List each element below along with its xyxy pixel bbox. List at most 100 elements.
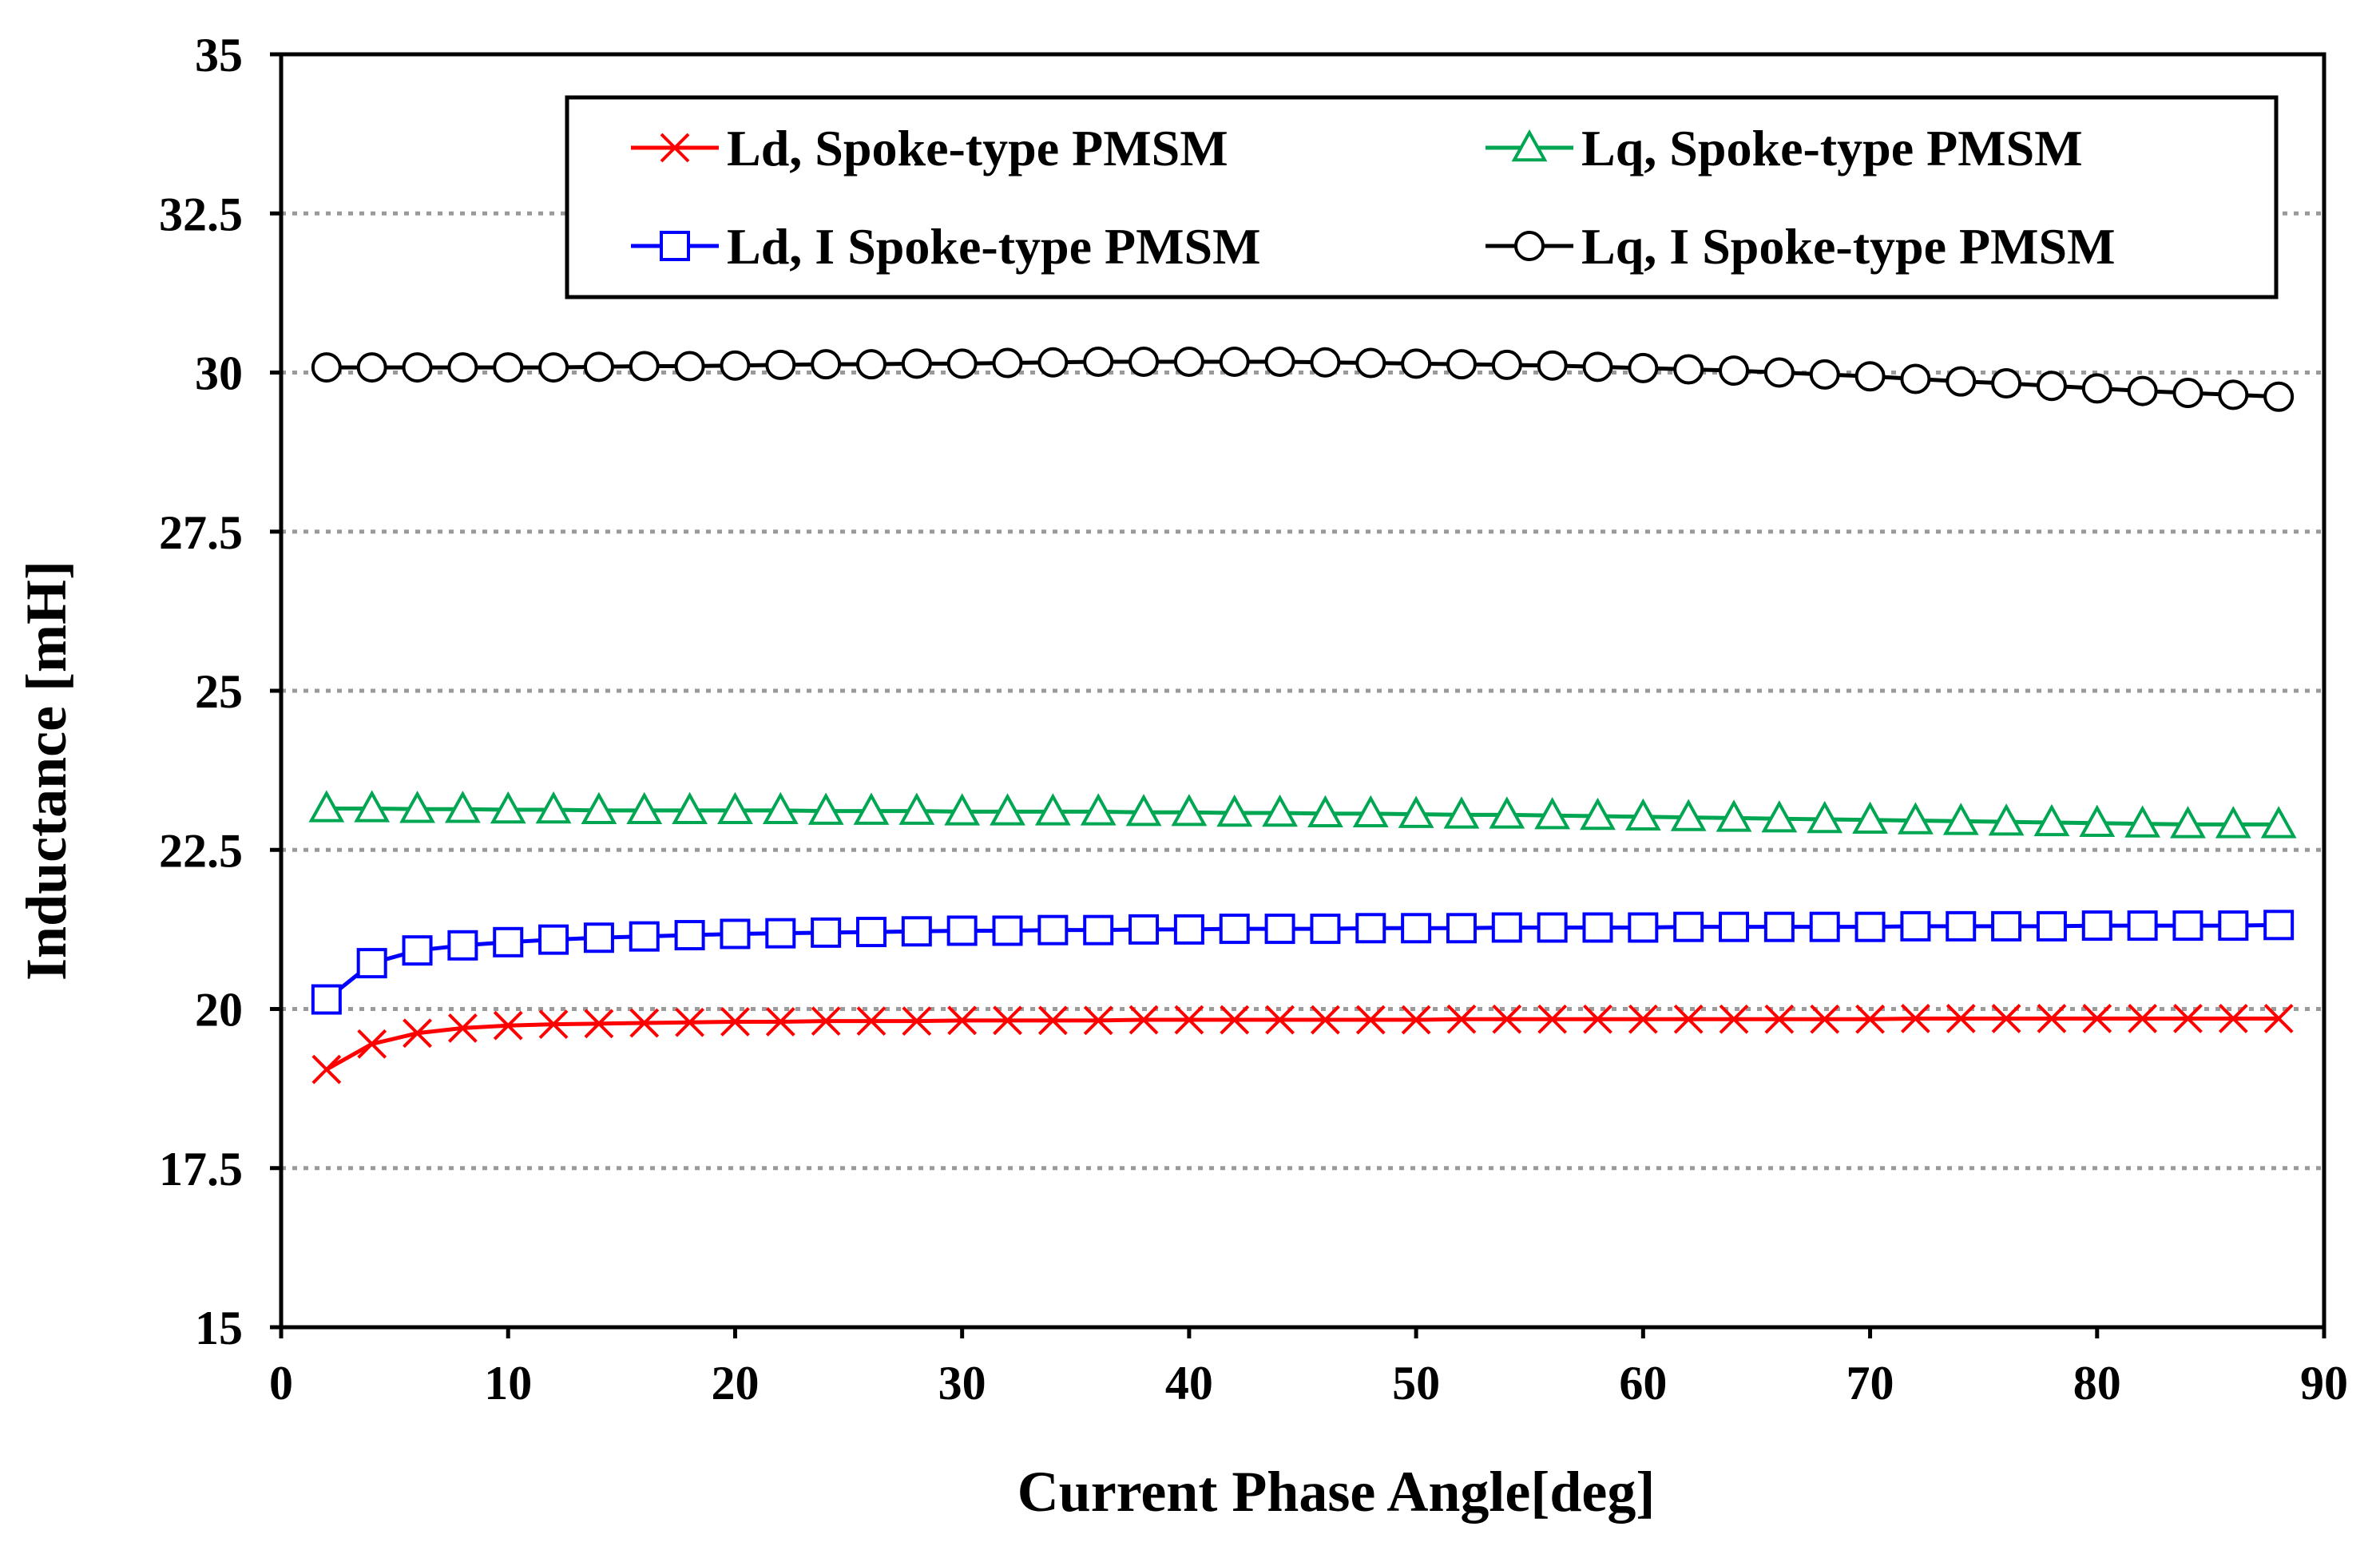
data-point — [538, 924, 569, 955]
data-point — [1719, 355, 1750, 387]
data-point — [946, 348, 978, 379]
data-point — [2218, 1004, 2248, 1033]
data-point — [1809, 911, 1840, 942]
legend-item: Ld, I Spoke-type PMSM — [631, 218, 1261, 275]
data-point — [493, 1010, 523, 1041]
data-point — [2082, 1004, 2112, 1033]
data-point — [1398, 795, 1434, 828]
data-point — [1624, 798, 1661, 831]
data-point — [1537, 1004, 1568, 1034]
x-tick-label: 30 — [938, 1357, 986, 1409]
data-point — [357, 1029, 387, 1059]
y-tick-label: 25 — [195, 665, 243, 718]
data-point — [626, 791, 663, 825]
data-point — [1719, 1004, 1749, 1034]
legend-marker — [660, 231, 690, 261]
x-tick-label: 90 — [2300, 1357, 2348, 1409]
data-point — [629, 921, 660, 952]
data-point — [1173, 346, 1204, 377]
data-point — [2170, 806, 2206, 839]
data-point — [1173, 914, 1204, 945]
data-point — [811, 349, 842, 380]
data-point — [1580, 797, 1616, 831]
data-point — [584, 1009, 614, 1039]
data-point — [2124, 805, 2161, 838]
data-point — [1262, 794, 1298, 827]
data-point — [993, 1005, 1022, 1036]
data-point — [1311, 1005, 1340, 1035]
data-point — [1807, 800, 1843, 834]
axes — [270, 52, 2326, 1338]
data-point — [1991, 910, 2022, 942]
x-tick-label: 0 — [269, 1357, 293, 1409]
data-point — [2036, 910, 2067, 942]
data-point — [898, 792, 935, 825]
x-tick-label: 50 — [1392, 1357, 1440, 1409]
data-point — [1220, 1005, 1250, 1035]
data-point — [1037, 1005, 1068, 1036]
data-point — [720, 918, 751, 950]
data-point — [490, 791, 526, 824]
data-point — [992, 347, 1023, 379]
data-point — [1083, 914, 1114, 946]
data-point — [1673, 1004, 1704, 1034]
data-point — [1810, 1004, 1840, 1034]
legend-item: Lq, Spoke-type PMSM — [1486, 120, 2083, 176]
data-point — [1037, 347, 1069, 378]
data-point — [1307, 795, 1343, 828]
data-point — [1900, 363, 1931, 394]
data-point — [1492, 1004, 1522, 1034]
data-point — [354, 790, 391, 823]
data-point — [2172, 910, 2203, 942]
tick-labels: 15 17.5 20 22.5 25 27.5 30 32.5 35 0 10 20 30 40 50 60 7… — [159, 29, 2348, 1409]
data-point — [2263, 381, 2295, 412]
data-point — [1037, 914, 1069, 946]
data-point — [990, 793, 1025, 826]
y-tick-label: 32.5 — [159, 188, 243, 240]
data-point — [356, 948, 387, 979]
data-point — [675, 1007, 705, 1037]
data-point — [1628, 1004, 1658, 1034]
data-point — [2263, 1004, 2294, 1033]
data-point — [1129, 1005, 1159, 1035]
data-point — [944, 793, 981, 826]
data-point — [2079, 804, 2116, 837]
data-point — [2127, 375, 2158, 406]
data-point — [992, 915, 1023, 946]
y-tick-label: 27.5 — [159, 506, 243, 559]
data-point — [1673, 354, 1704, 385]
data-point — [356, 352, 387, 383]
x-tick-label: 40 — [1165, 1357, 1213, 1409]
data-point — [674, 920, 705, 951]
data-point — [444, 791, 481, 823]
data-point — [1125, 794, 1162, 827]
data-point — [1670, 799, 1707, 831]
data-point — [1491, 912, 1522, 943]
data-point — [855, 349, 887, 380]
x-axis-title: Current Phase Angle[deg] — [1017, 1460, 1656, 1524]
legend-item: Lq, I Spoke-type PMSM — [1486, 218, 2116, 275]
data-point — [811, 917, 842, 948]
data-point — [2081, 373, 2112, 404]
data-point — [2263, 910, 2295, 941]
data-point — [1854, 911, 1886, 942]
data-point — [1355, 347, 1386, 379]
data-point — [311, 1054, 342, 1084]
data-point — [1764, 1004, 1795, 1034]
data-point — [403, 1018, 432, 1049]
data-point — [2172, 378, 2203, 409]
data-point — [720, 350, 751, 381]
data-point — [1898, 802, 1934, 835]
data-point — [1355, 913, 1386, 944]
data-point — [807, 792, 844, 825]
legend-label: Ld, I Spoke-type PMSM — [727, 218, 1261, 275]
data-point — [947, 1005, 978, 1036]
data-point — [629, 351, 660, 382]
data-point — [493, 352, 524, 383]
data-point — [1264, 346, 1295, 377]
data-point — [447, 930, 478, 961]
data-point — [856, 1006, 887, 1037]
data-point — [1946, 910, 1977, 942]
data-point — [308, 790, 345, 823]
